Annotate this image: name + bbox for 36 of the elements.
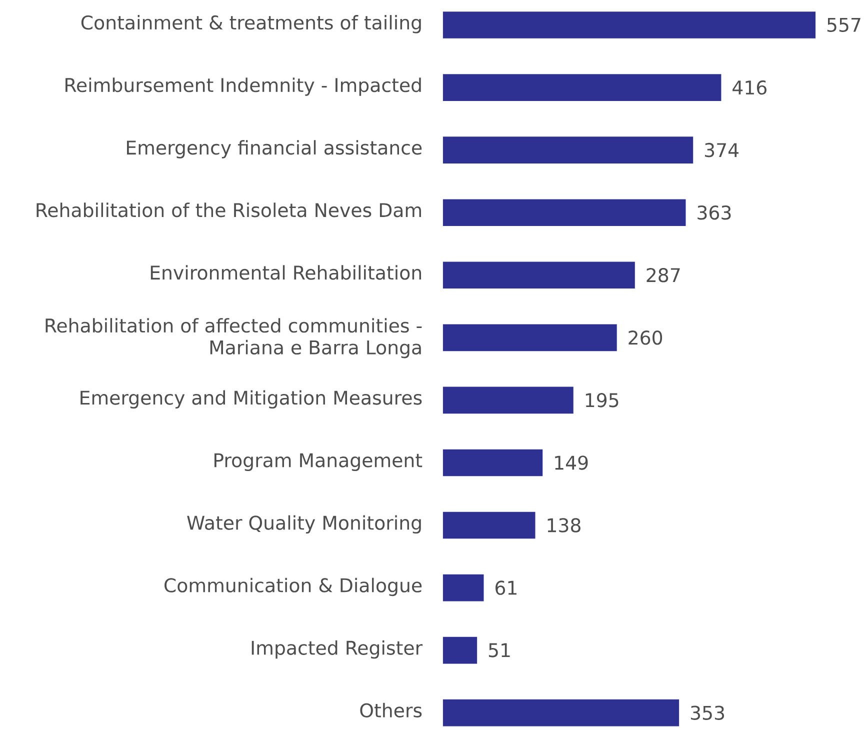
bar [442,199,686,226]
bar [442,12,816,38]
y-tick-label: Reimbursement Indemnity - Impacted [66,78,421,96]
bar [442,386,574,414]
data-label: 416 [732,80,766,95]
bar [442,512,536,539]
y-tick-label: Program Management [214,453,422,472]
data-label: 51 [488,643,510,658]
data-label: 353 [690,706,724,720]
y-tick-label: Rehabilitation of affected communities - Mariana e Barra Longa [46,318,422,358]
bar [442,262,635,289]
bar [442,449,543,476]
bar [442,636,478,664]
data-label: 363 [698,206,731,220]
bar [442,74,722,102]
y-tick-label: Emergency financial assistance [127,140,422,158]
y-tick-label: Rehabilitation of the Risoleta Neves Dam [36,202,421,218]
y-tick-label: Impacted Register [252,640,423,659]
data-label: 138 [548,518,580,532]
data-label: 61 [496,580,516,595]
y-tick-label: Water Quality Monitoring [187,515,421,534]
data-label: 287 [646,268,680,282]
y-tick-label: Communication & Dialogue [164,578,422,596]
bar [442,324,617,352]
y-tick-label: Emergency and Mitigation Measures [80,390,422,409]
data-label: 374 [705,143,738,158]
y-tick-label: Environmental Rehabilitation [150,265,422,280]
data-label: 260 [628,330,662,345]
data-label: 195 [586,393,618,408]
y-tick-label: Containment & treatments of tailing [81,15,421,34]
data-label: 557 [827,18,860,32]
bar [442,700,680,726]
bar [442,574,484,602]
data-label: 149 [555,456,588,470]
bar [442,136,694,164]
y-tick-label: Others [360,702,422,718]
